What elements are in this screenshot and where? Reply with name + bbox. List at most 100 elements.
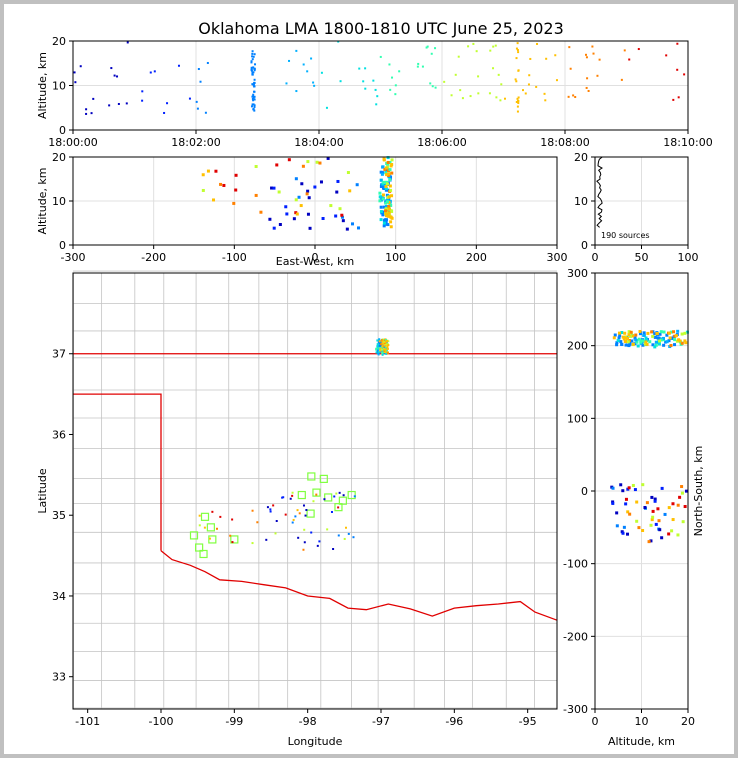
- alt-ew-point-181: [387, 214, 391, 218]
- ns-alt-ytick-label-5: 200: [567, 340, 588, 353]
- alt-ew-point-171: [338, 207, 342, 211]
- plan-point-125: [385, 350, 388, 353]
- plan-point-162: [215, 527, 218, 530]
- alt-time-point-90: [398, 70, 401, 73]
- plan-point-146: [312, 500, 315, 503]
- alt-ew-xtick-label-2: -100: [222, 251, 247, 264]
- alt-time-point-116: [416, 65, 419, 68]
- alt-ew-point-176: [384, 184, 388, 188]
- ns-alt-point-83: [669, 330, 673, 334]
- plan-point-133: [386, 351, 389, 354]
- alt-ew-point-161: [232, 201, 236, 205]
- ns-alt-point-27: [660, 486, 664, 490]
- alt-time-point-71: [253, 105, 256, 108]
- alt-time-point-35: [253, 53, 256, 56]
- alt-ew-point-98: [381, 182, 385, 186]
- alt-time-point-121: [499, 99, 502, 102]
- ns-alt-point-47: [613, 333, 617, 337]
- ns-alt-point-11: [663, 512, 667, 516]
- alt-time-point-25: [74, 81, 77, 84]
- ns-alt-point-148: [680, 485, 684, 489]
- alt-ew-point-86: [389, 203, 393, 207]
- plan-point-145: [291, 491, 294, 494]
- plan-point-95: [376, 344, 379, 347]
- alt-time-point-88: [358, 67, 361, 70]
- alt-time-ytick-label-2: 20: [52, 35, 66, 48]
- plan-ylabel: Latitude: [36, 468, 49, 514]
- alt-time-point-165: [497, 73, 500, 76]
- ns-alt-ytick-label-6: 300: [567, 267, 588, 280]
- alt-time-point-97: [310, 57, 313, 60]
- ns-alt-point-160: [650, 518, 654, 522]
- alt-time-point-136: [587, 89, 590, 92]
- ns-alt-point-72: [624, 343, 628, 347]
- alt-time-point-99: [313, 84, 316, 87]
- plan-point-84: [376, 346, 379, 349]
- ns-alt-point-20: [684, 489, 688, 493]
- ns-alt-point-106: [672, 330, 676, 334]
- alt-ew-point-148: [318, 161, 322, 165]
- ns-alt-point-124: [658, 339, 662, 343]
- ns-alt-point-126: [627, 330, 631, 334]
- plan-xtick-label-5: -96: [445, 715, 463, 728]
- plan-point-184: [381, 342, 384, 345]
- alt-ew-point-17: [306, 212, 310, 216]
- alt-time-point-128: [454, 73, 457, 76]
- alt-ew-point-139: [389, 209, 393, 213]
- ns-alt-point-154: [683, 505, 687, 509]
- ns-alt-point-14: [660, 536, 664, 540]
- plan-point-170: [251, 542, 254, 545]
- ns-alt-point-17: [626, 532, 630, 536]
- ns-alt-xtick-label-2: 20: [681, 715, 695, 728]
- plan-point-152: [296, 509, 299, 512]
- alt-time-point-175: [516, 97, 519, 100]
- alt-ew-point-132: [388, 178, 392, 182]
- alt-time-point-107: [535, 85, 538, 88]
- ns-alt-point-114: [643, 342, 647, 346]
- plan-point-128: [385, 343, 388, 346]
- alt-ew-point-49: [381, 171, 385, 175]
- lma-station-12: [208, 535, 217, 544]
- alt-time-point-86: [389, 88, 392, 91]
- ns-alt-point-43: [619, 340, 623, 344]
- lma-station-14: [195, 543, 204, 552]
- alt-time-point-124: [492, 67, 495, 70]
- alt-time-point-180: [516, 105, 519, 108]
- alt-ew-ytick-label-0: 0: [59, 239, 66, 252]
- alt-time-point-101: [376, 95, 379, 98]
- ns-alt-point-3: [619, 483, 623, 487]
- ns-alt-point-96: [654, 340, 658, 344]
- alt-ew-point-112: [384, 180, 388, 184]
- alt-time-point-92: [394, 93, 397, 96]
- alt-ew-point-104: [386, 173, 390, 177]
- ns-alt-point-123: [683, 339, 687, 343]
- plan-point-115: [385, 346, 388, 349]
- alt-time-point-146: [467, 45, 470, 48]
- ns-alt-point-136: [634, 333, 638, 337]
- plan-point-94: [378, 338, 381, 341]
- alt-time-point-171: [488, 92, 491, 95]
- alt-ew-point-97: [380, 172, 384, 176]
- alt-time-point-117: [429, 82, 432, 85]
- alt-time-point-84: [388, 63, 391, 66]
- ns-alt-point-182: [627, 333, 631, 337]
- plan-ytick-label-2: 35: [52, 509, 66, 522]
- lma-station-15: [199, 549, 208, 559]
- plan-point-16: [275, 520, 278, 523]
- alt-ew-point-153: [306, 160, 310, 164]
- ns-alt-point-60: [618, 334, 622, 338]
- alt-time-point-119: [516, 42, 519, 45]
- alt-ew-point-147: [214, 169, 218, 173]
- alt-ew-point-108: [381, 193, 385, 197]
- alt-ew-xtick-label-5: 200: [466, 251, 487, 264]
- alt-ew-point-15: [297, 195, 301, 199]
- ns-alt-point-150: [645, 501, 649, 505]
- alt-time-point-122: [596, 74, 599, 77]
- alt-ew-point-149: [340, 213, 344, 217]
- alt-time-point-57: [252, 93, 255, 96]
- alt-time-point-125: [426, 45, 429, 48]
- ns-alt-point-120: [683, 331, 687, 335]
- alt-ew-point-144: [301, 164, 305, 168]
- plan-xtick-label-1: -100: [149, 715, 174, 728]
- alt-ew-point-22: [306, 189, 310, 193]
